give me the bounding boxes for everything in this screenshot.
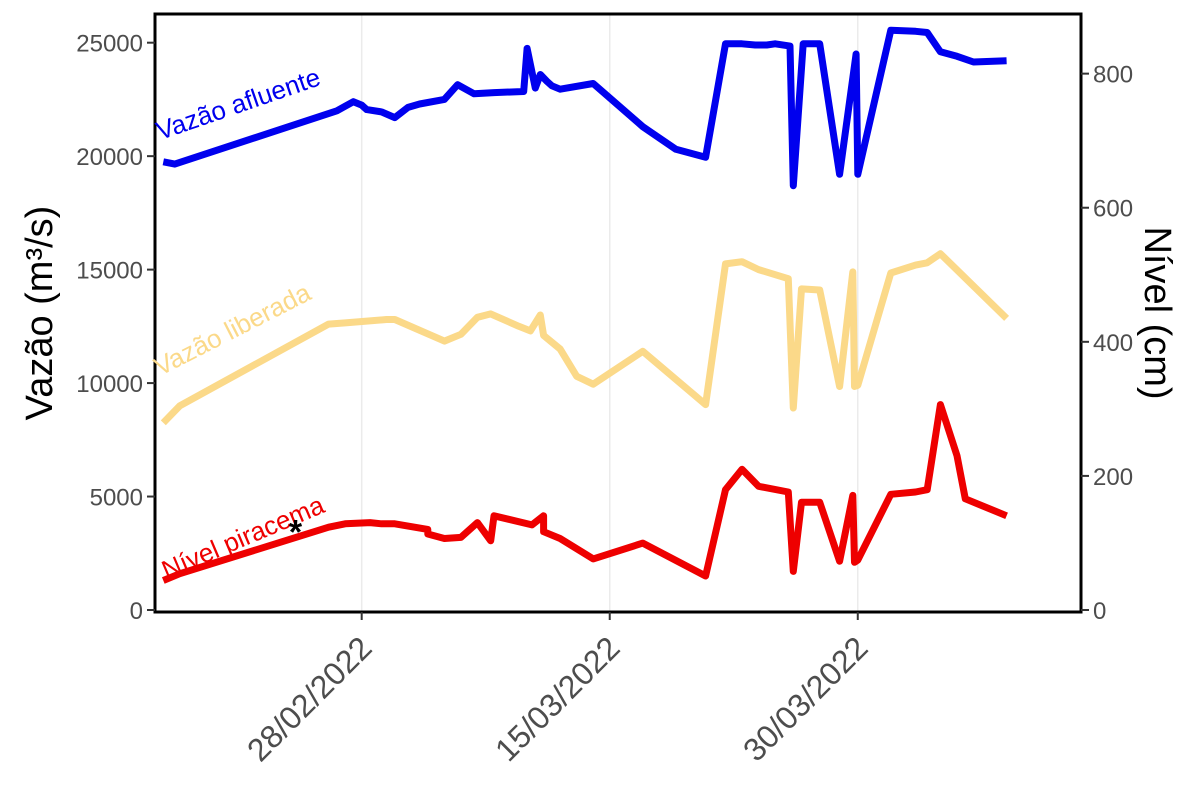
series-line-vazao-liberada (160, 250, 1010, 426)
left-tick-label: 20000 (76, 144, 143, 171)
series-label-vazao-afluente: Vazão afluente (152, 62, 324, 146)
series-label-vazao-liberada: Vazão liberada (149, 277, 316, 382)
right-tick-label: 400 (1093, 330, 1133, 357)
right-axis-title: Nível (cm) (1136, 226, 1178, 399)
x-tick-label: 30/03/2022 (736, 629, 875, 768)
left-axis-title: Vazão (m³/s) (19, 206, 61, 421)
right-tick-label: 0 (1093, 598, 1106, 625)
right-tick-label: 600 (1093, 196, 1133, 223)
x-tick-label: 15/03/2022 (488, 629, 627, 768)
series-line-vazao-afluente (162, 26, 1007, 190)
annotation-asterisk: * (289, 513, 303, 551)
plot-frame (153, 12, 1083, 614)
series-layer (160, 26, 1010, 584)
x-tick-label: 28/02/2022 (240, 629, 379, 768)
left-tick-label: 10000 (76, 371, 143, 398)
left-tick-label: 0 (130, 598, 143, 625)
right-tick-label: 200 (1093, 464, 1133, 491)
left-tick-label: 5000 (90, 485, 143, 512)
series-line-nivel-piracema (161, 401, 1008, 584)
left-tick-label: 15000 (76, 258, 143, 285)
left-tick-label: 25000 (76, 31, 143, 58)
right-tick-label: 800 (1093, 62, 1133, 89)
